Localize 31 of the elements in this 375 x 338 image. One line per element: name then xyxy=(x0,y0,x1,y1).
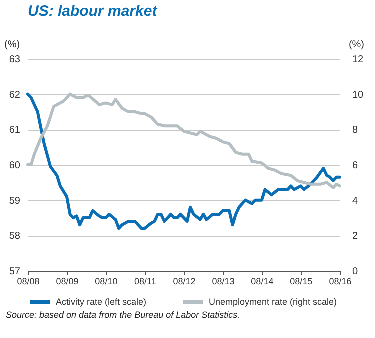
line-series xyxy=(26,92,342,230)
y2-axis-title: (%) xyxy=(348,40,364,50)
line-series xyxy=(26,92,342,190)
x-tick-label: 08/16 xyxy=(329,276,352,286)
y2-tick-label: 6 xyxy=(352,160,358,172)
source-note: Source: based on data from the Bureau of Labor Statistics. xyxy=(6,310,242,320)
legend-label: Unemployment rate (right scale) xyxy=(209,297,338,307)
y2-tick-label: 0 xyxy=(352,266,358,278)
y-axis-title: (%) xyxy=(4,40,20,50)
y-tick-label: 63 xyxy=(9,54,21,66)
y-tick-label: 61 xyxy=(9,125,21,136)
y2-tick-label: 8 xyxy=(352,125,358,136)
y2-tick-label: 12 xyxy=(352,54,364,66)
x-tick-label: 08/10 xyxy=(95,276,118,286)
x-tick-label: 08/13 xyxy=(212,276,235,286)
legend-label: Activity rate (left scale) xyxy=(56,297,147,307)
y2-tick-label: 10 xyxy=(352,90,364,101)
chart-title: US: labour market xyxy=(28,3,158,20)
x-tick-label: 08/15 xyxy=(290,276,313,286)
y-tick-label: 58 xyxy=(9,231,21,242)
y2-tick-label: 2 xyxy=(352,231,358,242)
x-tick-label: 08/08 xyxy=(17,276,40,286)
x-tick-label: 08/12 xyxy=(173,276,196,286)
x-tick-label: 08/09 xyxy=(56,276,79,286)
y2-tick-label: 4 xyxy=(352,196,358,207)
y-tick-label: 57 xyxy=(9,266,21,278)
y-tick-label: 59 xyxy=(9,196,21,207)
x-tick-label: 08/14 xyxy=(251,276,274,286)
y-tick-label: 60 xyxy=(9,160,21,172)
x-tick-label: 08/11 xyxy=(134,276,156,286)
y-tick-label: 62 xyxy=(9,90,21,101)
